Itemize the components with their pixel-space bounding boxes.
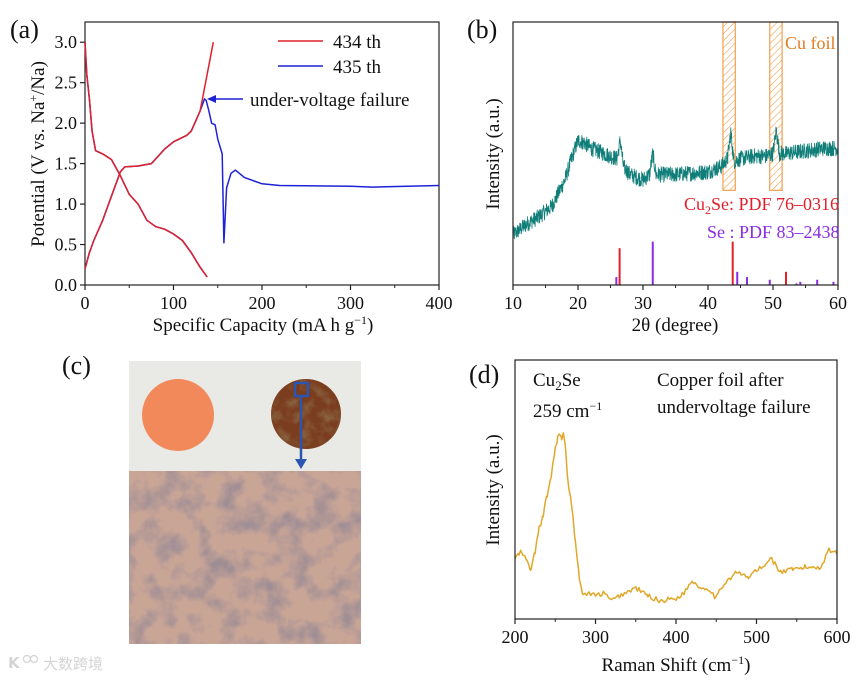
peak-value-259: 259 cm−1 xyxy=(533,399,602,422)
panel-label-c: (c) xyxy=(62,351,91,380)
ref-label-se: Se : PDF 83–2438 xyxy=(707,222,840,242)
y-tick-label: 1.5 xyxy=(55,154,78,174)
x-tick-label: 0 xyxy=(81,293,90,313)
legend-label-434: 434 th xyxy=(333,32,382,53)
note-line-2: undervoltage failure xyxy=(657,397,811,418)
y-tick-label: 2.5 xyxy=(55,73,78,93)
y-tick-label: 0.0 xyxy=(55,275,78,295)
xrd-pattern-line xyxy=(512,126,839,240)
panel-label-b: (b) xyxy=(467,15,497,44)
x-tick-label: 300 xyxy=(337,293,364,313)
x-tick-label: 600 xyxy=(824,627,851,647)
x-tick-label: 300 xyxy=(582,627,609,647)
x-tick-label: 20 xyxy=(569,293,587,313)
y-axis-label-b: Intensity (a.u.) xyxy=(483,98,504,209)
panel-b-chart: (b) 10 20 30 40 50 60 2θ (degree) Intensity (… xyxy=(467,15,847,336)
annotation-arrow-head xyxy=(207,95,216,103)
y-axis-label-a: Potential (V vs. Na+/Na) xyxy=(26,61,49,247)
x-axis-label-b: 2θ (degree) xyxy=(632,315,719,336)
x-tick-label: 500 xyxy=(743,627,770,647)
annotation-under-voltage: under-voltage failure xyxy=(250,90,409,111)
panel-label-d: (d) xyxy=(469,360,499,389)
panel-label-a: (a) xyxy=(10,15,39,44)
x-axis-label-a: Specific Capacity (mA h g−1) xyxy=(153,313,374,336)
legend-label-435: 435 th xyxy=(333,57,382,78)
y-tick-label: 3.0 xyxy=(55,32,78,52)
panel-c-photo: (c) xyxy=(62,351,361,644)
y-tick-label: 1.0 xyxy=(55,194,78,214)
series-line-435-th-charge xyxy=(84,98,440,269)
axes-frame-a xyxy=(84,21,440,286)
zoom-arrow-head xyxy=(295,459,307,469)
note-line-1: Copper foil after xyxy=(657,370,784,391)
y-tick-label: 2.0 xyxy=(55,113,78,133)
x-tick-label: 50 xyxy=(764,293,782,313)
watermark: K 大数跨境 xyxy=(8,654,103,673)
pristine-copper-disc xyxy=(142,379,214,451)
cycled-copper-disc xyxy=(271,379,341,449)
x-tick-label: 400 xyxy=(426,293,453,313)
x-tick-label: 40 xyxy=(699,293,717,313)
x-tick-label: 200 xyxy=(249,293,276,313)
x-axis-label-d: Raman Shift (cm−1) xyxy=(602,653,751,676)
watermark-text: 大数跨境 xyxy=(43,655,103,673)
panel-a-chart: (a) 0 100 200 300 400 0.0 0.5 1.0 1.5 2.0 2.5 3.0 S… xyxy=(10,15,453,336)
watermark-logo-ring xyxy=(29,654,39,664)
x-tick-label: 10 xyxy=(504,293,522,313)
panel-d-chart: (d) 200 300 400 500 600 Raman Shift (cm−1) I… xyxy=(469,359,851,676)
ref-label-cu2se: Cu2Se: PDF 76–0316 xyxy=(684,194,839,217)
series-line-434-th-charge xyxy=(84,42,215,269)
cu-foil-label: Cu foil xyxy=(785,33,836,53)
x-tick-label: 100 xyxy=(160,293,187,313)
cu-foil-region xyxy=(769,21,783,191)
x-tick-label: 30 xyxy=(634,293,652,313)
series-line-435-th xyxy=(84,42,208,278)
x-tick-label: 60 xyxy=(829,293,847,313)
y-axis-label-d: Intensity (a.u.) xyxy=(483,434,504,545)
x-tick-label: 400 xyxy=(663,627,690,647)
y-tick-label: 0.5 xyxy=(55,235,78,255)
micrograph-copper-surface xyxy=(129,471,361,644)
series-line-434-th xyxy=(84,42,208,278)
peak-label-cu2se: Cu2Se xyxy=(533,370,581,393)
watermark-logo-ring xyxy=(22,654,32,664)
watermark-logo: K xyxy=(8,654,21,672)
raman-spectrum-line xyxy=(514,432,838,604)
x-tick-label: 200 xyxy=(502,627,529,647)
